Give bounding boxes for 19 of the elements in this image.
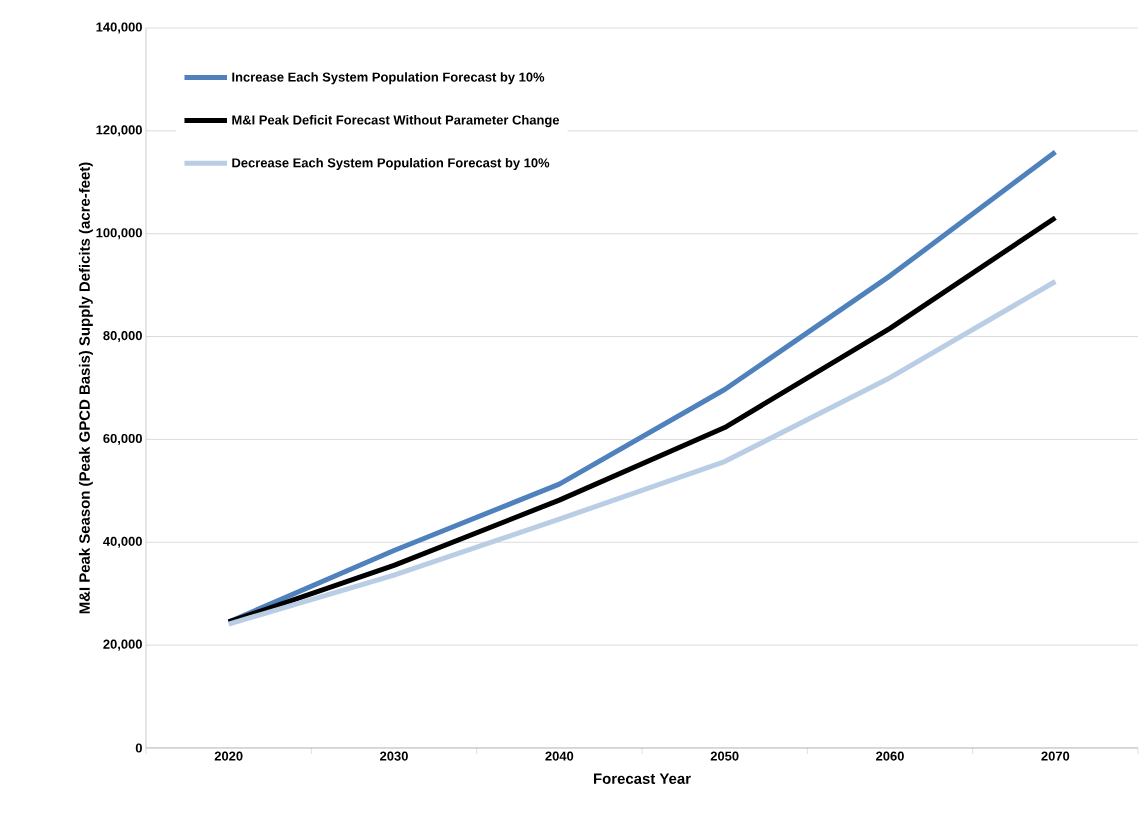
y-tick-label: 20,000 bbox=[103, 639, 142, 651]
x-tick-label: 2070 bbox=[1041, 751, 1070, 761]
x-tick-label: 2060 bbox=[876, 751, 904, 761]
y-tick-label: 100,000 bbox=[96, 228, 142, 240]
y-tick-label: 40,000 bbox=[103, 536, 142, 548]
y-tick-label: 60,000 bbox=[103, 433, 142, 445]
x-tick-label: 2030 bbox=[380, 751, 408, 761]
x-tick-label: 2020 bbox=[214, 751, 243, 761]
y-tick-label: 80,000 bbox=[103, 331, 142, 343]
legend-label: Increase Each System Population Forecast by 10% bbox=[232, 72, 545, 85]
y-axis-title: M&I Peak Season (Peak GPCD Basis) Supply Deficits (acre-feet) bbox=[78, 162, 93, 614]
x-tick-label: 2050 bbox=[710, 751, 739, 761]
x-axis-title: Forecast Year bbox=[594, 773, 691, 784]
y-tick-label: 120,000 bbox=[96, 125, 142, 137]
y-tick-label: 0 bbox=[135, 743, 142, 753]
y-tick-label: 140,000 bbox=[96, 22, 142, 34]
legend-label: Decrease Each System Population Forecast by 10% bbox=[232, 157, 550, 170]
legend-label: M&I Peak Deficit Forecast Without Parameter Change bbox=[232, 115, 560, 128]
x-tick-label: 2040 bbox=[545, 751, 574, 761]
